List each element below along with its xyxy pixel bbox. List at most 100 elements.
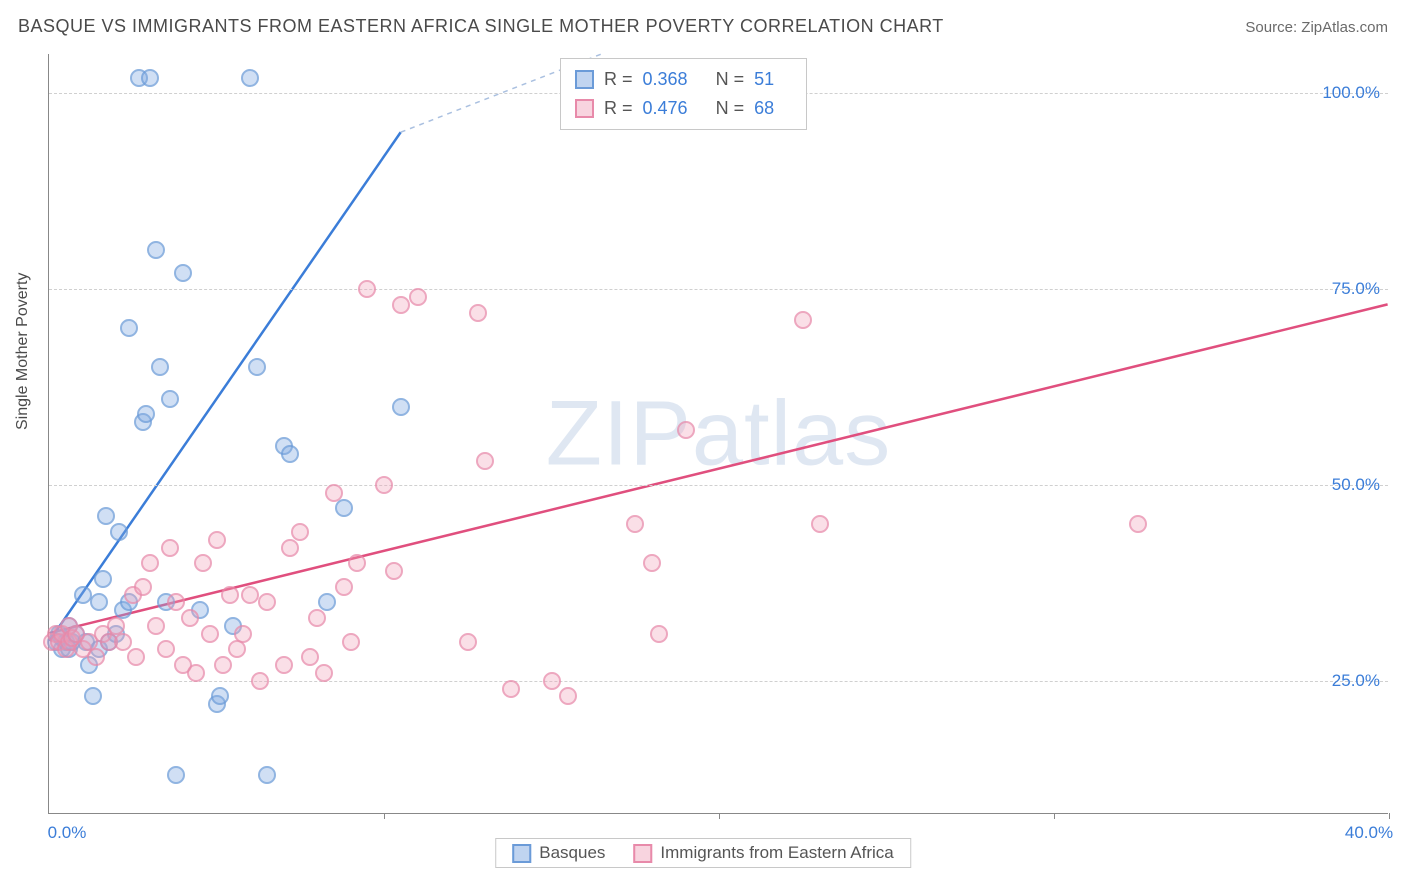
source-label: Source: [1245, 19, 1301, 36]
trend-lines-svg [49, 54, 1388, 813]
legend-item-immigrants: Immigrants from Eastern Africa [633, 843, 893, 863]
scatter-point [141, 69, 159, 87]
swatch-pink-icon [575, 99, 594, 118]
scatter-point [543, 672, 561, 690]
scatter-point [258, 766, 276, 784]
legend-item-basques: Basques [512, 843, 605, 863]
scatter-point [161, 539, 179, 557]
stat-r-basques: 0.368 [643, 65, 688, 94]
watermark: ZIPatlas [546, 381, 891, 486]
scatter-point [201, 625, 219, 643]
scatter-point [281, 445, 299, 463]
scatter-point [194, 554, 212, 572]
stat-r-label: R = [604, 65, 633, 94]
scatter-point [275, 656, 293, 674]
scatter-point [97, 507, 115, 525]
x-tick-mark [1389, 813, 1390, 819]
chart-title: BASQUE VS IMMIGRANTS FROM EASTERN AFRICA… [18, 16, 944, 37]
stat-n-label: N = [716, 65, 745, 94]
scatter-point [241, 586, 259, 604]
scatter-point [208, 531, 226, 549]
scatter-point [469, 304, 487, 322]
scatter-point [74, 586, 92, 604]
legend-label-immigrants: Immigrants from Eastern Africa [660, 843, 893, 863]
y-tick-label: 25.0% [1332, 671, 1380, 691]
scatter-point [385, 562, 403, 580]
scatter-point [114, 633, 132, 651]
stats-row-basques: R = 0.368 N = 51 [575, 65, 792, 94]
stat-r-immigrants: 0.476 [643, 94, 688, 123]
gridline-h [49, 289, 1388, 290]
bottom-legend: Basques Immigrants from Eastern Africa [495, 838, 911, 868]
scatter-point [794, 311, 812, 329]
scatter-point [626, 515, 644, 533]
x-tick-mark [1054, 813, 1055, 819]
scatter-point [187, 664, 205, 682]
scatter-point [174, 264, 192, 282]
scatter-point [241, 69, 259, 87]
scatter-point [228, 640, 246, 658]
x-tick-label: 40.0% [1345, 823, 1393, 843]
scatter-point [1129, 515, 1147, 533]
scatter-point [134, 578, 152, 596]
scatter-point [308, 609, 326, 627]
scatter-point [392, 398, 410, 416]
legend-swatch-pink-icon [633, 844, 652, 863]
y-tick-label: 100.0% [1322, 83, 1380, 103]
scatter-point [342, 633, 360, 651]
scatter-point [315, 664, 333, 682]
x-tick-mark [719, 813, 720, 819]
source-name: ZipAtlas.com [1301, 19, 1388, 36]
scatter-point [90, 593, 108, 611]
scatter-point [157, 640, 175, 658]
scatter-point [141, 554, 159, 572]
stats-row-immigrants: R = 0.476 N = 68 [575, 94, 792, 123]
scatter-point [221, 586, 239, 604]
chart-source: Source: ZipAtlas.com [1245, 19, 1388, 36]
scatter-point [677, 421, 695, 439]
scatter-point [167, 593, 185, 611]
stat-n-label-2: N = [716, 94, 745, 123]
scatter-point [94, 570, 112, 588]
scatter-point [335, 578, 353, 596]
scatter-point [248, 358, 266, 376]
scatter-point [234, 625, 252, 643]
x-tick-label: 0.0% [48, 823, 87, 843]
stat-n-immigrants: 68 [754, 94, 774, 123]
scatter-point [84, 687, 102, 705]
scatter-point [301, 648, 319, 666]
scatter-point [120, 319, 138, 337]
stats-box: R = 0.368 N = 51 R = 0.476 N = 68 [560, 58, 807, 130]
scatter-point [358, 280, 376, 298]
scatter-point [643, 554, 661, 572]
y-tick-label: 75.0% [1332, 279, 1380, 299]
scatter-point [335, 499, 353, 517]
scatter-point [151, 358, 169, 376]
scatter-point [258, 593, 276, 611]
scatter-point [559, 687, 577, 705]
scatter-point [87, 648, 105, 666]
x-tick-mark [384, 813, 385, 819]
scatter-point [147, 241, 165, 259]
scatter-point [251, 672, 269, 690]
stat-n-basques: 51 [754, 65, 774, 94]
scatter-point [167, 766, 185, 784]
scatter-point [214, 656, 232, 674]
scatter-point [476, 452, 494, 470]
plot-area: ZIPatlas 25.0%50.0%75.0%100.0%0.0%40.0% [48, 54, 1388, 814]
scatter-point [127, 648, 145, 666]
scatter-point [110, 523, 128, 541]
y-axis-title: Single Mother Poverty [14, 273, 32, 430]
gridline-h [49, 681, 1388, 682]
scatter-point [409, 288, 427, 306]
chart-header: BASQUE VS IMMIGRANTS FROM EASTERN AFRICA… [18, 16, 1388, 37]
scatter-point [502, 680, 520, 698]
legend-label-basques: Basques [539, 843, 605, 863]
legend-swatch-blue-icon [512, 844, 531, 863]
scatter-point [392, 296, 410, 314]
scatter-point [459, 633, 477, 651]
scatter-point [811, 515, 829, 533]
scatter-point [137, 405, 155, 423]
scatter-point [325, 484, 343, 502]
scatter-point [650, 625, 668, 643]
